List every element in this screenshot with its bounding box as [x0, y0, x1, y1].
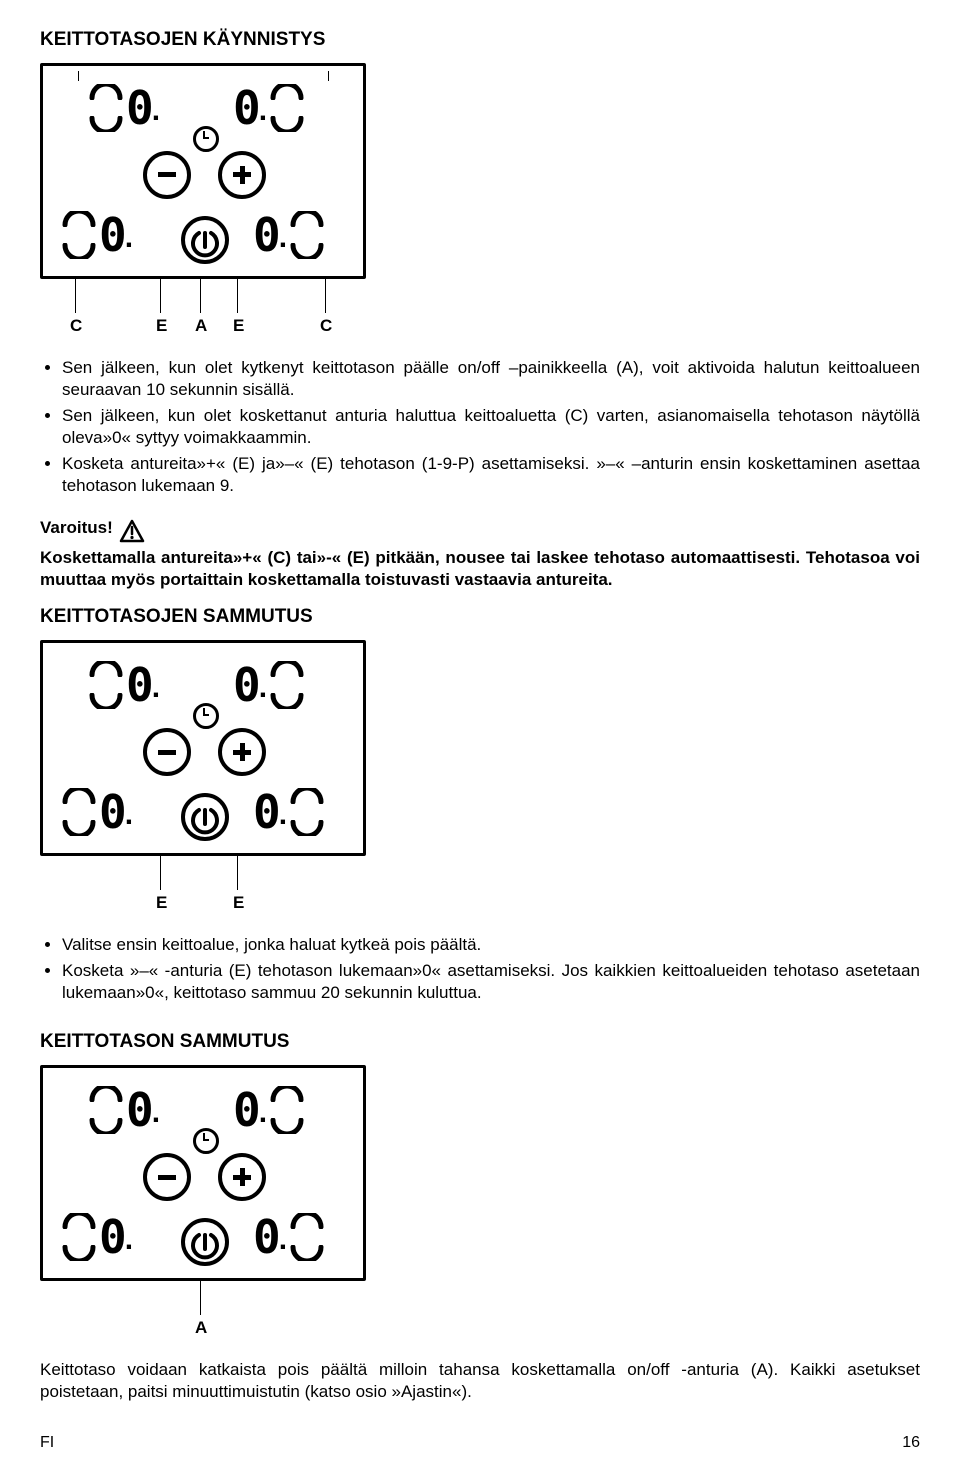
instruction-list-1: Sen jälkeen, kun olet kytkenyt keittotas…: [40, 357, 920, 498]
list-item: Sen jälkeen, kun olet koskettanut anturi…: [62, 405, 920, 449]
control-panel-diagram-3: 0. 0. 0. 0. A: [40, 1065, 920, 1341]
power-button-icon: [181, 216, 229, 264]
decimal-dot-icon: .: [279, 223, 287, 259]
seven-segment-digit: 0: [233, 1087, 259, 1133]
seven-segment-digit: 0: [253, 212, 279, 258]
warning-triangle-icon: [119, 519, 145, 543]
list-item: Valitse ensin keittoalue, jonka haluat k…: [62, 934, 920, 956]
instruction-list-2: Valitse ensin keittoalue, jonka haluat k…: [40, 934, 920, 1004]
list-item: Kosketa »–« -anturia (E) tehotason lukem…: [62, 960, 920, 1004]
paragraph-3: Keittotaso voidaan katkaista pois päältä…: [40, 1359, 920, 1403]
warning-label: Varoitus!: [40, 517, 113, 539]
zone-indicator-icon: [289, 211, 325, 259]
seven-segment-digit: 0: [126, 662, 152, 708]
diagram-callouts: E E: [40, 856, 366, 916]
minus-button-icon: [143, 151, 191, 199]
page-footer: FI 16: [40, 1433, 920, 1454]
zone-indicator-icon: [88, 84, 124, 132]
zone-indicator-icon: [269, 84, 305, 132]
seven-segment-digit: 0: [233, 85, 259, 131]
control-panel-diagram-2: 0. 0. 0. 0. E E: [40, 640, 920, 916]
diagram-callouts: A: [40, 1281, 366, 1341]
seven-segment-digit: 0: [126, 1087, 152, 1133]
warning-paragraph: Koskettamalla antureita»+« (C) tai»-« (E…: [40, 547, 920, 591]
heading-start: KEITTOTASOJEN KÄYNNISTYS: [40, 28, 920, 53]
decimal-dot-icon: .: [259, 96, 267, 132]
decimal-dot-icon: .: [152, 96, 160, 132]
seven-segment-digit: 0: [253, 1214, 279, 1260]
control-panel-diagram-1: 0 . 0 . 0 .: [40, 63, 920, 339]
seven-segment-digit: 0: [253, 789, 279, 835]
seven-segment-digit: 0: [99, 1214, 125, 1260]
seven-segment-digit: 0: [126, 85, 152, 131]
list-item: Sen jälkeen, kun olet kytkenyt keittotas…: [62, 357, 920, 401]
clock-icon: [193, 126, 219, 152]
decimal-dot-icon: .: [125, 223, 133, 259]
zone-indicator-icon: [61, 211, 97, 259]
plus-button-icon: [218, 151, 266, 199]
seven-segment-digit: 0: [99, 212, 125, 258]
seven-segment-digit: 0: [233, 662, 259, 708]
diagram-callouts: C E A E C: [40, 279, 366, 339]
seven-segment-digit: 0: [99, 789, 125, 835]
footer-language: FI: [40, 1433, 54, 1454]
footer-page-number: 16: [902, 1433, 920, 1454]
list-item: Kosketa antureita»+« (E) ja»–« (E) tehot…: [62, 453, 920, 497]
heading-cooktop-off: KEITTOTASON SAMMUTUS: [40, 1030, 920, 1055]
heading-zones-off: KEITTOTASOJEN SAMMUTUS: [40, 605, 920, 630]
